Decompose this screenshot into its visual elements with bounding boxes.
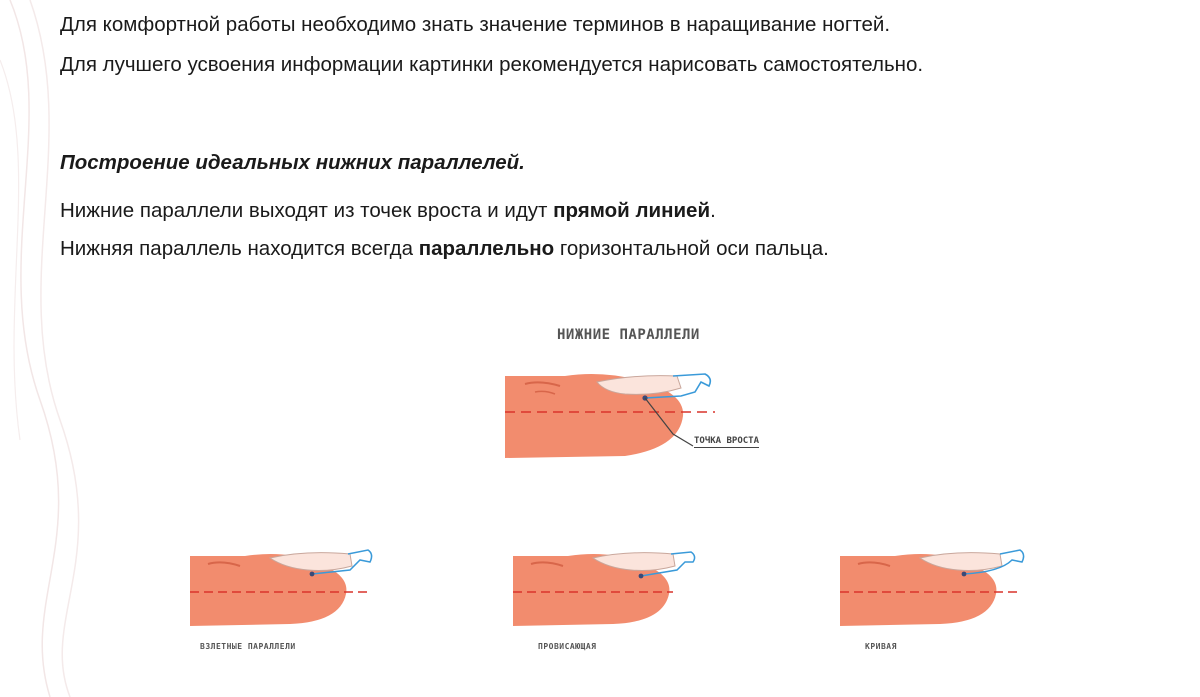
- intro-line-2: Для лучшего усвоения информации картинки…: [60, 53, 924, 76]
- figure-title: НИЖНИЕ ПАРАЛЛЕЛИ: [557, 327, 700, 343]
- paragraph-1: Нижние параллели выходят из точек вроста…: [60, 199, 716, 222]
- variant-curved-illustration: [840, 549, 1025, 626]
- emphasis-straight-line: прямой линией: [553, 199, 711, 222]
- main-finger-illustration: [505, 373, 715, 458]
- variant-sagging-illustration: [513, 551, 696, 626]
- variant-rising-caption: ВЗЛЕТНЫЕ ПАРАЛЛЕЛИ: [200, 642, 296, 651]
- variant-rising-illustration: [190, 549, 373, 626]
- background-decoration: [0, 0, 80, 697]
- intro-line-1: Для комфортной работы необходимо знать з…: [60, 13, 891, 36]
- paragraph-2: Нижняя параллель находится всегда паралл…: [60, 237, 829, 260]
- variant-curved-caption: КРИВАЯ: [865, 642, 897, 651]
- variant-sagging-caption: ПРОВИСАЮЩАЯ: [538, 642, 597, 651]
- ingrowth-point-label: ТОЧКА ВРОСТА: [694, 436, 760, 448]
- emphasis-parallel: параллельно: [418, 237, 555, 260]
- section-heading: Построение идеальных нижних параллелей.: [60, 151, 525, 174]
